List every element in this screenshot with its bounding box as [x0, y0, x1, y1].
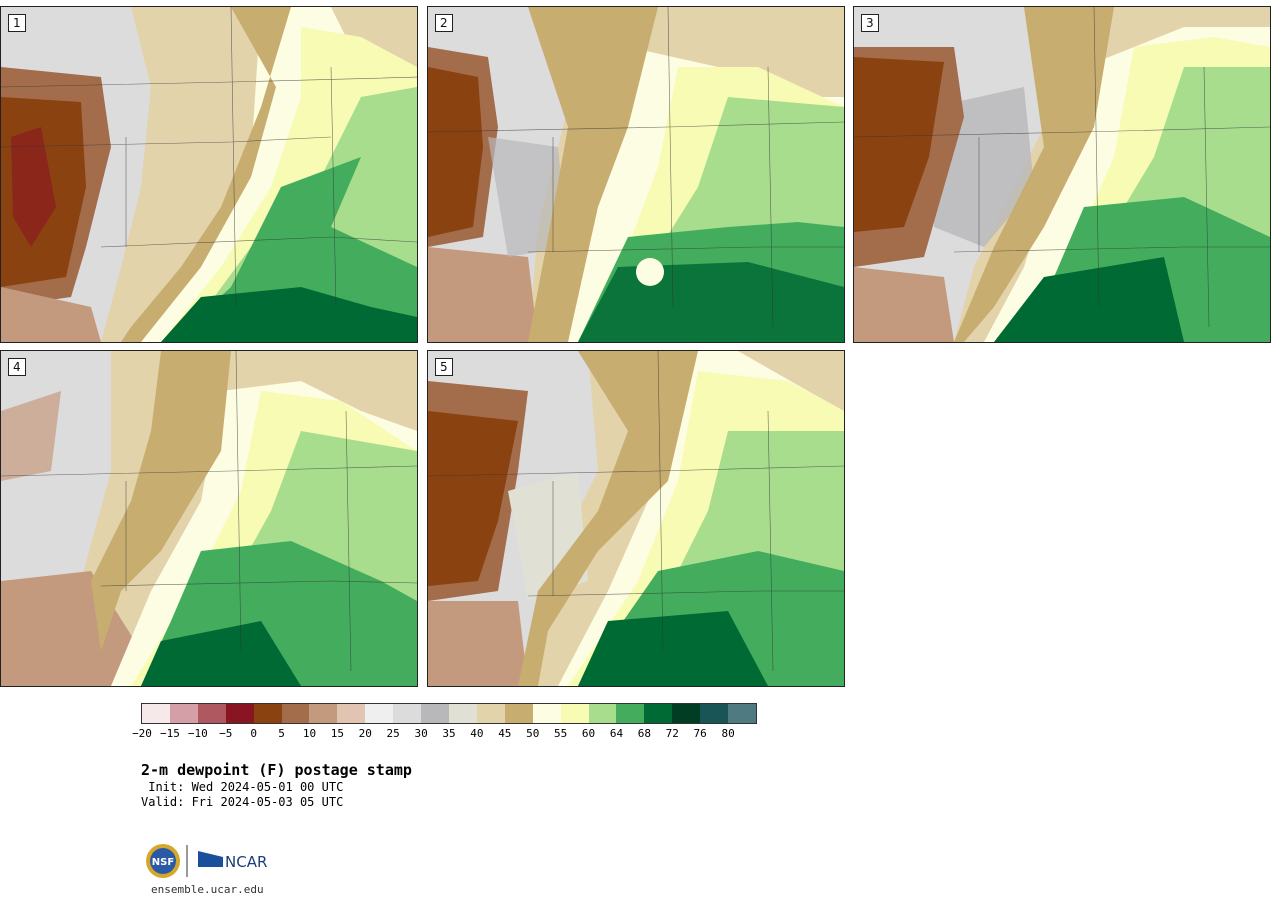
- dewpoint-map-3: [854, 7, 1270, 342]
- dewpoint-map-4: [1, 351, 417, 686]
- member-label: 1: [8, 14, 26, 32]
- colorbar-swatch: [448, 704, 477, 723]
- svg-text:NCAR: NCAR: [225, 853, 267, 871]
- colorbar-tick-label: 10: [302, 727, 317, 740]
- valid-time: Valid: Fri 2024-05-03 05 UTC: [141, 795, 344, 809]
- colorbar-swatch: [644, 704, 673, 723]
- dewpoint-map-1: [1, 7, 417, 342]
- member-panel-3: 3: [853, 6, 1271, 343]
- colorbar-swatch: [588, 704, 617, 723]
- nsf-ncar-logo: NSF NCAR: [145, 843, 275, 883]
- colorbar-tick-label: 60: [581, 727, 596, 740]
- colorbar-tick-label: 80: [721, 727, 735, 740]
- colorbar-tick-label: 55: [554, 727, 568, 740]
- colorbar-swatch: [309, 704, 338, 723]
- member-panel-5: 5: [427, 350, 845, 687]
- colorbar-swatch: [393, 704, 422, 723]
- colorbar-swatch: [616, 704, 645, 723]
- colorbar-swatch: [225, 704, 254, 723]
- colorbar-swatch: [142, 704, 170, 723]
- colorbar-tick-label: 35: [442, 727, 456, 740]
- colorbar-tick-label: 68: [637, 727, 651, 740]
- colorbar-swatch: [700, 704, 729, 723]
- colorbar-swatch: [253, 704, 282, 723]
- colorbar-swatch: [672, 704, 701, 723]
- member-label: 4: [8, 358, 26, 376]
- svg-text:NSF: NSF: [152, 857, 174, 868]
- member-panel-2: 2: [427, 6, 845, 343]
- dewpoint-map-2: [428, 7, 844, 342]
- colorbar-tick-label: 76: [693, 727, 707, 740]
- colorbar-swatch: [532, 704, 561, 723]
- colorbar-swatch: [197, 704, 226, 723]
- member-label: 5: [435, 358, 453, 376]
- colorbar-swatch: [281, 704, 310, 723]
- colorbar-tick-label: 30: [414, 727, 428, 740]
- colorbar-tick-label: 72: [665, 727, 679, 740]
- colorbar-tick-label: 45: [498, 727, 512, 740]
- colorbar-swatch: [421, 704, 449, 723]
- init-time: Init: Wed 2024-05-01 00 UTC: [141, 780, 344, 794]
- colorbar-tick-label: −20: [132, 727, 152, 740]
- colorbar-tick-label: −5: [219, 727, 233, 740]
- colorbar-tick-label: 64: [609, 727, 624, 740]
- colorbar-tick-label: 25: [386, 727, 400, 740]
- member-panel-1: 1: [0, 6, 418, 343]
- colorbar-swatch: [365, 704, 394, 723]
- colorbar: [141, 703, 757, 724]
- colorbar-tick-label: 20: [358, 727, 372, 740]
- site-url: ensemble.ucar.edu: [151, 883, 264, 896]
- colorbar-swatch: [169, 704, 198, 723]
- colorbar-swatch: [560, 704, 589, 723]
- member-label: 3: [861, 14, 879, 32]
- map-title: 2-m dewpoint (F) postage stamp: [141, 761, 412, 779]
- colorbar-tick-label: 15: [330, 727, 344, 740]
- colorbar-swatch: [337, 704, 366, 723]
- colorbar-swatch: [476, 704, 505, 723]
- member-label: 2: [435, 14, 453, 32]
- colorbar-tick-label: 5: [278, 727, 285, 740]
- colorbar-tick-label: −10: [187, 727, 208, 740]
- colorbar-tick-label: 0: [250, 727, 257, 740]
- colorbar-swatch: [504, 704, 533, 723]
- colorbar-tick-label: −15: [159, 727, 180, 740]
- colorbar-tick-label: 50: [526, 727, 540, 740]
- member-panel-4: 4: [0, 350, 418, 687]
- colorbar-swatch: [728, 704, 756, 723]
- colorbar-tick-label: 40: [470, 727, 484, 740]
- dewpoint-map-5: [428, 351, 844, 686]
- colorbar-ticks: −20 −15 −10 −5 0 5 10 15 20 25 30 35 40 45 50 55 60 64 68 7…: [132, 727, 757, 743]
